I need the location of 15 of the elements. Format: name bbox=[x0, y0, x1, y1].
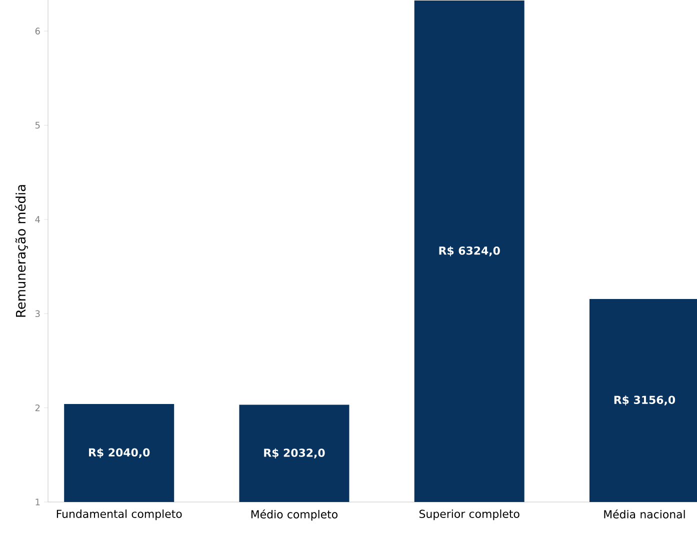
x-tick-label: Superior completo bbox=[419, 510, 520, 520]
x-tick-label: Fundamental completo bbox=[56, 510, 182, 520]
y-tick-label: 3 bbox=[35, 310, 40, 318]
x-tick-label: Média nacional bbox=[604, 510, 685, 518]
data-label: R$ 3156,0 bbox=[614, 396, 676, 406]
y-axis-title: Remuneração média bbox=[15, 185, 28, 317]
data-label: R$ 6324,0 bbox=[439, 246, 500, 256]
y-tick-label: 6 bbox=[35, 28, 40, 34]
x-tick-label: Médio completo bbox=[251, 510, 338, 521]
data-label: R$ 2032,0 bbox=[264, 448, 325, 458]
data-label: R$ 2040,0 bbox=[89, 448, 150, 458]
y-tick-label: 4 bbox=[35, 216, 40, 223]
y-tick-label: 5 bbox=[35, 122, 40, 129]
y-tick-label: 2 bbox=[35, 404, 40, 412]
y-tick-label: 1 bbox=[36, 498, 40, 506]
